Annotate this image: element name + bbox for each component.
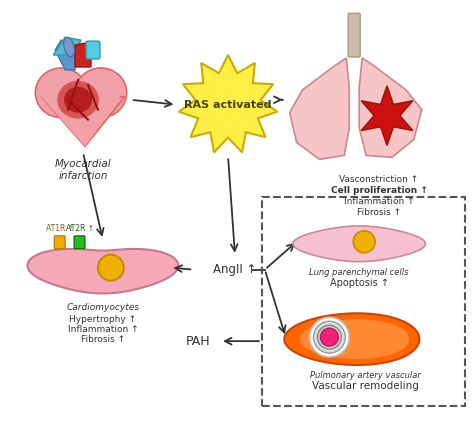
Ellipse shape (75, 68, 127, 118)
Text: AT2R ↑: AT2R ↑ (66, 224, 94, 233)
Text: Cell proliferation ↑: Cell proliferation ↑ (331, 186, 428, 195)
Polygon shape (41, 97, 125, 146)
Polygon shape (41, 90, 125, 146)
Polygon shape (290, 58, 349, 160)
Text: Fibrosis ↑: Fibrosis ↑ (81, 335, 125, 344)
Text: Fibrosis ↑: Fibrosis ↑ (357, 208, 401, 217)
Polygon shape (300, 319, 409, 359)
Ellipse shape (64, 38, 74, 57)
Text: Apoptosis ↑: Apoptosis ↑ (330, 278, 389, 287)
Text: Vascular remodeling: Vascular remodeling (312, 381, 419, 391)
Polygon shape (75, 43, 91, 67)
Polygon shape (359, 58, 422, 157)
Circle shape (313, 321, 345, 353)
Polygon shape (361, 86, 413, 146)
Ellipse shape (64, 87, 92, 113)
Text: Cardiomyocytes: Cardiomyocytes (66, 303, 139, 312)
Text: Inflammation ↑: Inflammation ↑ (344, 197, 414, 206)
Text: AT1R ↑: AT1R ↑ (46, 224, 74, 233)
Text: Lung parenchymal cells: Lung parenchymal cells (310, 268, 409, 277)
Circle shape (310, 317, 349, 357)
Text: Hypertrophy ↑: Hypertrophy ↑ (69, 315, 137, 325)
FancyBboxPatch shape (348, 14, 360, 57)
Polygon shape (293, 226, 426, 262)
Polygon shape (53, 37, 81, 55)
Ellipse shape (57, 81, 99, 119)
Polygon shape (284, 313, 419, 365)
Circle shape (320, 328, 338, 346)
Circle shape (353, 231, 375, 253)
Circle shape (318, 325, 341, 349)
FancyBboxPatch shape (86, 41, 100, 59)
FancyBboxPatch shape (74, 236, 85, 249)
Polygon shape (27, 249, 178, 293)
Text: RAS activated: RAS activated (184, 100, 272, 110)
Polygon shape (55, 40, 75, 70)
Text: Inflammation ↑: Inflammation ↑ (68, 325, 138, 334)
Circle shape (98, 255, 124, 281)
Text: Myocardial
infarction: Myocardial infarction (55, 160, 111, 181)
FancyBboxPatch shape (54, 236, 65, 249)
Ellipse shape (36, 68, 87, 118)
Text: PAH: PAH (186, 335, 210, 348)
Text: Vasconstriction ↑: Vasconstriction ↑ (339, 175, 419, 184)
Text: AngII ↑: AngII ↑ (213, 263, 257, 276)
Polygon shape (179, 55, 277, 152)
Text: Pulmonary artery vascular: Pulmonary artery vascular (310, 371, 420, 380)
